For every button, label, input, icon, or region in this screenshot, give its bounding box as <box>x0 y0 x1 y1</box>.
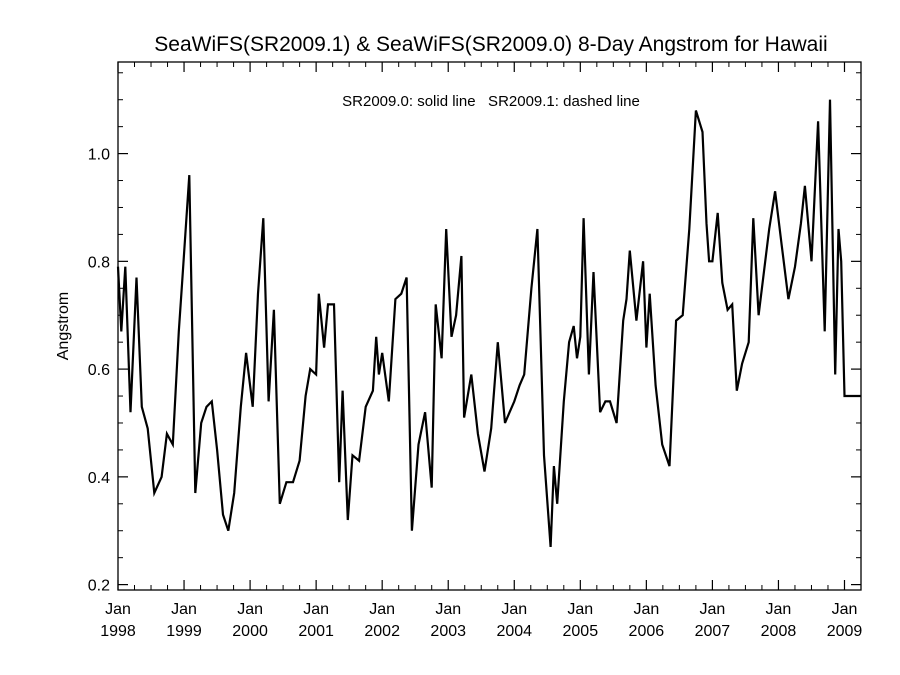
chart-title: SeaWiFS(SR2009.1) & SeaWiFS(SR2009.0) 8-… <box>154 33 827 56</box>
x-tick-month-label: Jan <box>700 601 726 618</box>
series-layer <box>116 99 861 547</box>
y-axis-label: Angstrom <box>55 292 72 360</box>
line-style-annotation: SR2009.0: solid line SR2009.1: dashed li… <box>342 93 640 110</box>
y-tick-label: 0.6 <box>88 362 110 379</box>
x-tick-year-label: 2008 <box>761 623 797 640</box>
x-tick-month-label: Jan <box>105 601 131 618</box>
x-tick-year-label: 2006 <box>629 623 665 640</box>
x-tick-year-label: 2001 <box>298 623 334 640</box>
x-tick-year-label: 2004 <box>496 623 532 640</box>
x-tick-year-label: 2009 <box>827 623 863 640</box>
y-tick-label: 0.4 <box>88 470 110 487</box>
x-tick-year-label: 2003 <box>430 623 466 640</box>
x-tick-year-label: 2002 <box>364 623 400 640</box>
x-tick-year-label: 1998 <box>100 623 136 640</box>
x-tick-year-label: 2007 <box>695 623 731 640</box>
x-tick-month-label: Jan <box>633 601 659 618</box>
y-tick-label: 1.0 <box>88 147 110 164</box>
x-tick-year-label: 2000 <box>232 623 268 640</box>
y-tick-label: 0.2 <box>88 578 110 595</box>
x-tick-year-label: 1999 <box>166 623 202 640</box>
plot-frame <box>117 61 862 591</box>
x-tick-month-label: Jan <box>303 601 329 618</box>
axis-ticks: 0.2 0.4 0.6 0.8 1.0 Jan 1998 Jan 1999 Jan 2000 Jan 2… <box>88 62 863 640</box>
x-tick-month-label: Jan <box>832 601 858 618</box>
x-tick-month-label: Jan <box>237 601 263 618</box>
y-tick-label: 0.8 <box>88 254 110 271</box>
x-tick-month-label: Jan <box>171 601 197 618</box>
x-tick-month-label: Jan <box>567 601 593 618</box>
x-tick-month-label: Jan <box>369 601 395 618</box>
x-tick-year-label: 2005 <box>563 623 599 640</box>
x-tick-month-label: Jan <box>435 601 461 618</box>
angstrom-series-line-solid <box>116 99 861 547</box>
x-tick-month-label: Jan <box>501 601 527 618</box>
x-tick-month-label: Jan <box>766 601 792 618</box>
